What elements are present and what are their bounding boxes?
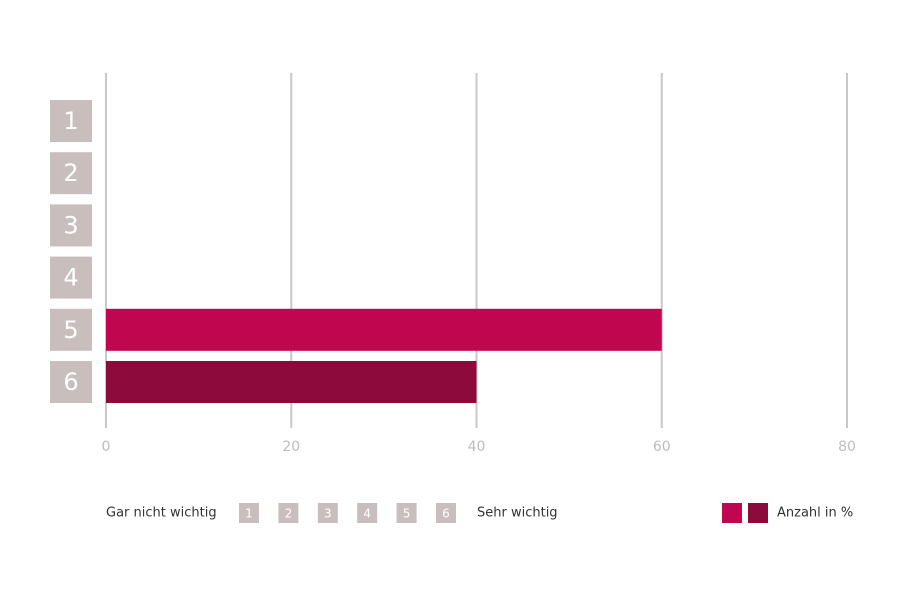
legend-scale-label: 5	[403, 507, 411, 521]
y-tick-label: 4	[63, 264, 78, 292]
legend-scale-label: 2	[285, 507, 293, 521]
category-box	[50, 256, 92, 299]
legend-scale-label: 1	[245, 507, 253, 521]
legend-low-label: Gar nicht wichtig	[106, 506, 217, 521]
y-tick-label: 5	[63, 316, 78, 344]
x-tick-label: 40	[468, 439, 486, 455]
category-box	[50, 152, 92, 195]
legend-label: Anzahl in %	[777, 506, 853, 521]
category-box	[50, 204, 92, 247]
bar	[106, 308, 662, 351]
y-tick-label: 1	[63, 107, 78, 135]
x-tick-label: 80	[838, 439, 856, 455]
y-tick-label: 2	[63, 159, 78, 187]
category-box	[50, 100, 92, 142]
legend-scale-label: 3	[324, 507, 332, 521]
legend-scale-box	[239, 503, 259, 523]
legend-scale-box	[278, 503, 299, 523]
x-tick-label: 20	[282, 439, 300, 455]
legend-scale-label: 4	[363, 507, 371, 521]
legend-scale-box	[357, 503, 378, 523]
legend-scale-box	[317, 503, 338, 523]
y-tick-label: 3	[63, 211, 78, 239]
legend-high-label: Sehr wichtig	[477, 506, 558, 521]
legend-scale-box	[436, 503, 456, 523]
y-tick-label: 6	[63, 368, 78, 396]
x-tick-label: 0	[102, 439, 111, 455]
legend-scale-box	[396, 503, 417, 523]
x-tick-label: 60	[653, 439, 671, 455]
bar	[106, 361, 477, 403]
category-box	[50, 308, 92, 351]
legend-scale-label: 6	[442, 507, 450, 521]
legend-swatch	[722, 503, 742, 523]
legend-swatch	[748, 503, 768, 523]
category-box	[50, 361, 92, 403]
